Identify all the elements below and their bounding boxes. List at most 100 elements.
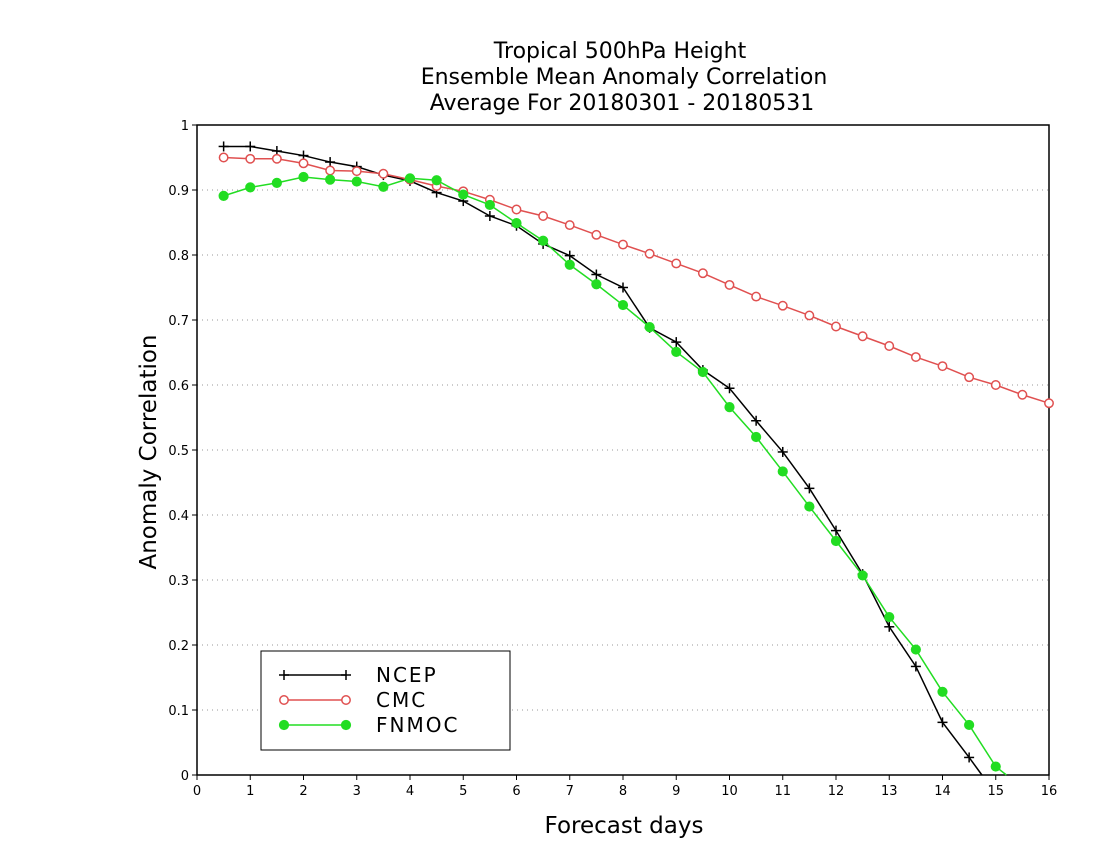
cmc-point-4: [325, 165, 336, 176]
grid-lines: [197, 189, 1049, 711]
ncep-point-20: [751, 415, 762, 426]
cmc-point-23: [831, 321, 841, 332]
legend-label-ncep: NCEP: [376, 663, 438, 687]
cmc-point-12: [538, 211, 549, 221]
cmc-point-26: [910, 352, 921, 362]
cmc-point-25: [884, 341, 895, 351]
fnmoc-point-7: [404, 173, 416, 184]
x-tick-label-0: 0: [193, 784, 201, 799]
fnmoc-point-20: [751, 431, 762, 443]
x-axis-title: Forecast days: [545, 813, 704, 839]
fnmoc-point-28: [964, 719, 975, 731]
x-tick-label-10: 10: [721, 784, 738, 799]
cmc-point-2: [271, 153, 282, 164]
cmc-point-28: [964, 372, 975, 383]
ncep-point-13: [564, 250, 575, 261]
fnmoc-point-12: [538, 235, 549, 246]
cmc-point-19: [724, 279, 735, 290]
cmc-point-15: [618, 239, 628, 250]
fnmoc-point-26: [910, 644, 921, 655]
y-tick-label-10: 1: [181, 119, 189, 134]
x-tick-label-8: 8: [619, 784, 627, 799]
cmc-point-1: [245, 153, 256, 164]
x-axis: 0 1 2 3 4 5 6 7 8 9 10 11 12 13 14 15 16: [193, 775, 1057, 799]
legend-marker-start-cmc: [279, 695, 289, 705]
x-tick-label-15: 15: [987, 784, 1004, 799]
y-tick-label-2: 0.2: [168, 639, 189, 654]
ncep-point-0: [218, 141, 229, 152]
ncep-point-23: [831, 525, 841, 536]
fnmoc-point-18: [697, 366, 708, 378]
cmc-point-29: [990, 380, 1001, 390]
chart-title: Tropical 500hPa Height Ensemble Mean Ano…: [421, 39, 828, 116]
y-tick-label-6: 0.6: [168, 379, 189, 394]
legend-marker-start-ncep: [279, 670, 289, 680]
cmc-point-6: [378, 168, 389, 179]
ncep-point-27: [937, 717, 948, 728]
ncep-point-25: [884, 621, 895, 632]
x-tick-label-2: 2: [299, 784, 307, 799]
fnmoc-point-27: [937, 686, 948, 697]
x-tick-label-3: 3: [353, 784, 361, 799]
cmc-point-16: [644, 248, 655, 259]
cmc-point-22: [804, 310, 815, 321]
x-tick-label-13: 13: [881, 784, 898, 799]
fnmoc-point-0: [218, 190, 229, 201]
y-tick-label-5: 0.5: [168, 444, 189, 459]
y-tick-label-9: 0.9: [168, 184, 189, 199]
fnmoc-point-9: [458, 189, 469, 200]
x-tick-label-4: 4: [406, 784, 414, 799]
y-axis: 0 0.1 0.2 0.3 0.4 0.5 0.6 0.7 0.8 0.9 1: [168, 119, 197, 784]
cmc-point-13: [564, 220, 575, 231]
x-tick-label-1: 1: [246, 784, 254, 799]
cmc-point-20: [751, 291, 762, 302]
fnmoc-point-8: [431, 175, 442, 186]
ncep-point-10: [484, 211, 495, 221]
ncep-point-19: [724, 383, 735, 394]
y-tick-label-1: 0.1: [168, 704, 189, 719]
ncep-point-17: [671, 337, 682, 348]
cmc-point-3: [298, 158, 309, 169]
legend-marker-end-fnmoc: [340, 719, 352, 731]
x-tick-label-7: 7: [566, 784, 574, 799]
fnmoc-point-29: [990, 761, 1001, 772]
cmc-point-21: [777, 300, 788, 311]
fnmoc-point-2: [271, 177, 282, 188]
cmc-point-27: [937, 361, 948, 372]
series-cmc: [218, 152, 1054, 409]
fnmoc-point-23: [830, 535, 842, 547]
y-tick-label-4: 0.4: [168, 509, 189, 524]
legend-marker-end-cmc: [341, 695, 351, 705]
x-tick-label-6: 6: [512, 784, 520, 799]
y-axis-title: Anomaly Correlation: [136, 334, 162, 569]
legend-label-cmc: CMC: [376, 688, 427, 712]
cmc-point-18: [697, 268, 708, 279]
fnmoc-point-5: [351, 176, 362, 187]
title-line-2: Ensemble Mean Anomaly Correlation: [421, 65, 828, 90]
fnmoc-point-1: [245, 182, 256, 193]
y-tick-label-3: 0.3: [168, 574, 189, 589]
ncep-point-28: [964, 752, 975, 763]
fnmoc-point-19: [724, 402, 735, 413]
cmc-point-14: [591, 229, 602, 240]
cmc-point-30: [1017, 389, 1028, 400]
cmc-point-0: [218, 152, 229, 163]
x-tick-label-9: 9: [672, 784, 680, 799]
x-tick-label-11: 11: [774, 784, 791, 799]
title-line-1: Tropical 500hPa Height: [493, 39, 747, 64]
y-tick-label-7: 0.7: [168, 314, 189, 329]
fnmoc-point-25: [884, 611, 895, 623]
y-tick-label-0: 0: [181, 769, 189, 784]
cmc-point-24: [857, 331, 868, 342]
fnmoc-point-4: [325, 174, 336, 185]
x-tick-label-5: 5: [459, 784, 467, 799]
fnmoc-point-24: [857, 570, 868, 581]
fnmoc-point-11: [511, 218, 522, 229]
legend-marker-end-ncep: [341, 670, 351, 680]
cmc-point-31: [1044, 398, 1054, 409]
fnmoc-point-13: [564, 259, 575, 270]
series-layer: [218, 141, 1054, 776]
ncep-point-15: [618, 282, 628, 293]
fnmoc-point-6: [378, 181, 389, 192]
